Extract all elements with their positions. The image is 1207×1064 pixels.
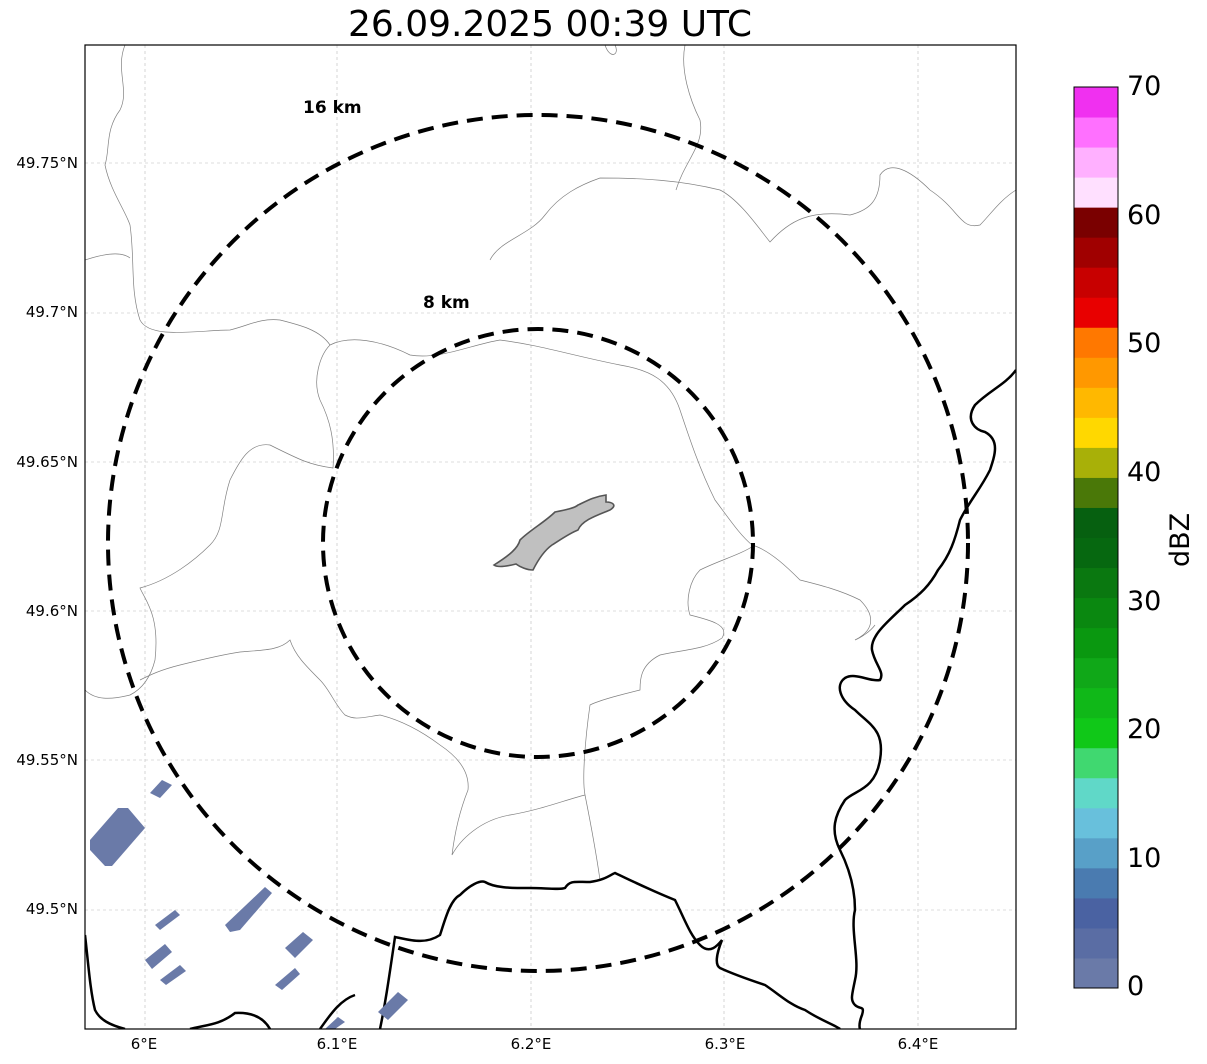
admin-boundaries <box>85 45 1016 881</box>
y-tick-label: 49.6°N <box>25 602 78 620</box>
range-rings <box>106 113 970 973</box>
colorbar-segment <box>1074 927 1118 959</box>
colorbar-segment <box>1074 177 1118 208</box>
colorbar-segment <box>1074 147 1118 178</box>
radar-echoes <box>90 780 408 1029</box>
range-ring-label-8km: 8 km <box>423 293 470 313</box>
gridlines <box>85 45 1016 1029</box>
colorbar-segment <box>1074 237 1118 268</box>
colorbar-tick-label: 40 <box>1127 457 1162 488</box>
colorbar-segment <box>1074 267 1118 298</box>
y-tick-label: 49.7°N <box>25 303 78 321</box>
colorbar-segment <box>1074 597 1118 629</box>
colorbar-segment <box>1074 327 1118 358</box>
colorbar-segment <box>1074 447 1118 478</box>
range-ring-16km <box>106 113 970 973</box>
range-ring-label-16km: 16 km <box>303 98 362 118</box>
national-border <box>85 369 1016 1029</box>
y-tick-label: 49.5°N <box>25 900 78 918</box>
map-title: 26.09.2025 00:39 UTC <box>347 4 753 45</box>
x-tick-label: 6.1°E <box>316 1035 358 1053</box>
colorbar-tick-label: 0 <box>1127 971 1145 1002</box>
colorbar-segment <box>1074 777 1118 809</box>
colorbar-label: dBZ <box>1165 512 1196 567</box>
colorbar-segment <box>1074 207 1118 238</box>
colorbar-segment <box>1074 957 1118 989</box>
plot-frame <box>84 44 1017 1030</box>
colorbar-segment <box>1074 357 1118 388</box>
colorbar-segment <box>1074 717 1118 749</box>
colorbar-tick-label: 30 <box>1127 586 1162 617</box>
colorbar-segment <box>1074 687 1118 719</box>
colorbar-segment <box>1074 417 1118 448</box>
colorbar-segment <box>1074 867 1118 899</box>
x-tick-label: 6°E <box>130 1035 158 1053</box>
colorbar-segment <box>1074 627 1118 659</box>
x-tick-label: 6.3°E <box>704 1035 746 1053</box>
colorbar-segment <box>1074 537 1118 569</box>
colorbar-segment <box>1074 297 1118 328</box>
colorbar-segment <box>1074 387 1118 418</box>
colorbar-segment <box>1074 747 1118 779</box>
colorbar-segment <box>1074 87 1118 118</box>
colorbar-segment <box>1074 807 1118 839</box>
colorbar-segment <box>1074 507 1118 538</box>
colorbar-segment <box>1074 117 1118 148</box>
colorbar-tick-label: 10 <box>1127 843 1162 874</box>
colorbar-frame <box>1073 86 1119 989</box>
colorbar <box>1074 87 1118 989</box>
x-tick-label: 6.4°E <box>897 1035 939 1053</box>
range-ring-8km <box>321 327 755 759</box>
y-tick-label: 49.75°N <box>16 154 78 172</box>
colorbar-segment <box>1074 897 1118 929</box>
y-tick-label: 49.55°N <box>16 751 78 769</box>
colorbar-tick-label: 50 <box>1127 328 1162 359</box>
colorbar-segment <box>1074 657 1118 689</box>
colorbar-tick-label: 20 <box>1127 714 1162 745</box>
colorbar-segment <box>1074 477 1118 508</box>
colorbar-tick-label: 60 <box>1127 200 1162 231</box>
colorbar-tick-label: 70 <box>1127 71 1162 102</box>
city-area <box>492 494 615 571</box>
colorbar-segment <box>1074 567 1118 599</box>
colorbar-segment <box>1074 837 1118 869</box>
x-tick-label: 6.2°E <box>510 1035 552 1053</box>
y-tick-label: 49.65°N <box>16 453 78 471</box>
